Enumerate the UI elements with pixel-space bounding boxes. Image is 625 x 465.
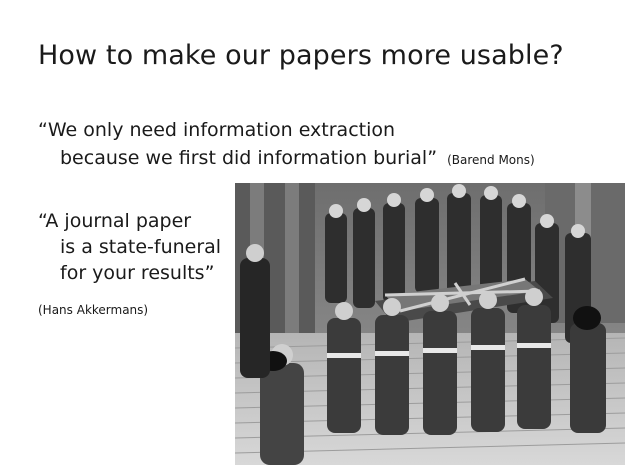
quote2-line3: for your results” <box>60 262 215 284</box>
quote1-attribution: (Barend Mons) <box>447 153 535 167</box>
slide-title: How to make our papers more usable? <box>38 40 564 71</box>
quote2-attribution: (Hans Akkermans) <box>38 303 149 317</box>
quote1-line2: because we first did information burial” <box>60 147 438 169</box>
funeral-procession-photo <box>235 183 625 465</box>
quote2-line1: “A journal paper <box>38 210 192 232</box>
quote1-line2-container: because we first did information burial”… <box>38 144 535 174</box>
quote-information-burial: “We only need information extraction bec… <box>38 116 535 174</box>
quote2-line2: is a state-funeral <box>60 236 222 258</box>
quote-state-funeral: “A journal paper is a state-funeral for … <box>38 208 221 286</box>
quote1-line1: “We only need information extraction <box>38 119 396 141</box>
